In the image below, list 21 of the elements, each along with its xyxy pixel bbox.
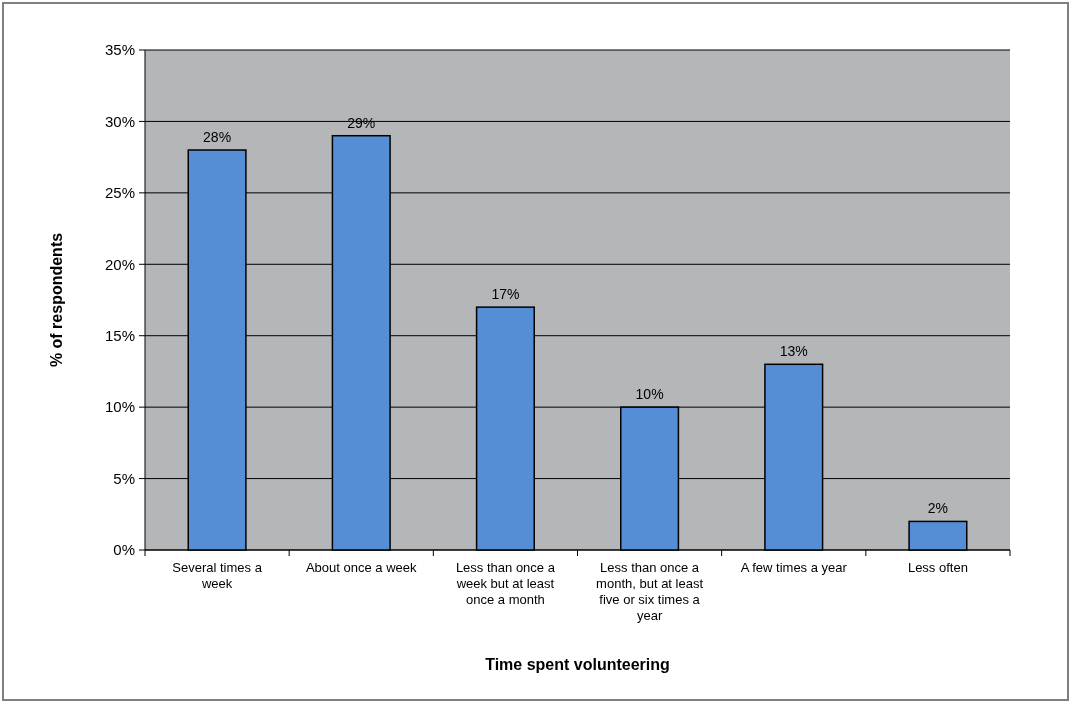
x-tick-label: A few times a year — [740, 560, 848, 575]
x-axis-title: Time spent volunteering — [485, 656, 670, 673]
y-tick-label: 10% — [104, 398, 135, 416]
data-label: 2% — [927, 500, 949, 517]
data-label: 28% — [203, 129, 232, 145]
y-tick-label: 35% — [104, 41, 135, 59]
y-tick-label: 5% — [113, 469, 135, 487]
data-label: 13% — [779, 343, 808, 360]
x-tick-label: About once a week — [305, 560, 418, 575]
y-tick-label: 15% — [104, 326, 135, 344]
y-tick-label: 20% — [104, 255, 135, 273]
y-tick-label: 25% — [104, 184, 135, 202]
y-tick-label: 30% — [104, 112, 135, 130]
y-axis-title: % of respondents — [48, 232, 65, 368]
data-label: 17% — [491, 286, 520, 303]
x-tick-label: Less often — [907, 560, 968, 575]
x-tick-label: Several times a week — [172, 560, 263, 591]
data-label: 10% — [635, 386, 664, 403]
x-tick-label: Less than once a week but at least once a month — [455, 560, 556, 607]
y-tick-label: 0% — [113, 541, 135, 559]
x-tick-label: Less than once a month, but at least five or six times a year — [596, 560, 704, 623]
